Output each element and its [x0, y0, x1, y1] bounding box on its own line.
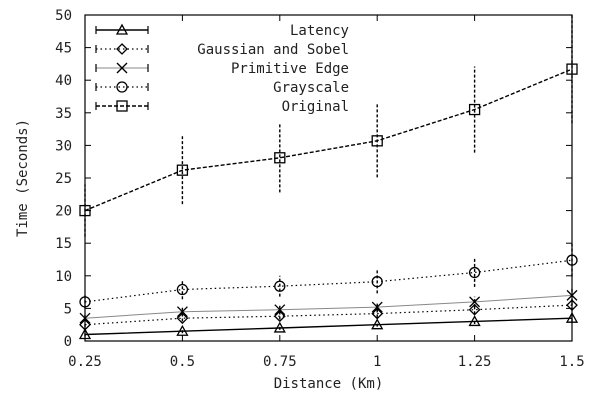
point-marker-original — [468, 103, 481, 116]
series-line-latency — [84, 317, 573, 336]
point-marker-gaussian-and-sobel — [468, 303, 481, 316]
legend: Latency Gaussian and Sobel Primitive Edge G… — [95, 23, 349, 115]
point-marker-gaussian-and-sobel — [273, 310, 286, 323]
series-gaussian-and-sobel — [79, 299, 578, 331]
legend-entry-gaussian-and-sobel: Gaussian and Sobel — [95, 42, 349, 58]
series-line-grayscale — [84, 259, 573, 303]
point-marker-original — [176, 164, 189, 176]
point-marker-gaussian-and-sobel — [566, 299, 578, 312]
point-marker-grayscale — [79, 296, 91, 308]
point-marker-original — [79, 204, 91, 217]
x-tick-label: 1.5 — [559, 354, 584, 370]
x-axis-label: Distance (Km) — [274, 376, 384, 392]
y-tick-label: 10 — [55, 269, 72, 285]
point-marker-original — [274, 152, 286, 164]
y-tick-label: 50 — [55, 8, 72, 24]
legend-marker-original — [116, 100, 128, 112]
point-marker-grayscale — [371, 276, 383, 288]
legend-label: Latency — [290, 23, 349, 39]
legend-marker-primitive-edge — [116, 62, 128, 74]
point-marker-primitive-edge — [79, 312, 91, 324]
legend-entry-grayscale: Grayscale — [95, 80, 349, 96]
point-marker-latency — [371, 318, 384, 330]
legend-label: Grayscale — [273, 80, 349, 96]
y-tick-label: 15 — [55, 236, 72, 252]
point-marker-grayscale — [468, 266, 481, 279]
y-tick-label: 45 — [55, 41, 72, 57]
legend-label: Primitive Edge — [231, 61, 349, 77]
y-tick-label: 5 — [64, 301, 72, 317]
x-axis-ticks: 0.25 0.5 0.75 1 1.25 1.5 — [68, 15, 585, 370]
y-tick-label: 20 — [55, 204, 72, 220]
series-line-gaussian-and-sobel — [84, 304, 573, 326]
point-marker-grayscale — [274, 280, 286, 292]
x-tick-label: 1 — [373, 354, 381, 370]
x-tick-label: 0.25 — [68, 354, 102, 370]
y-tick-label: 0 — [64, 334, 72, 350]
y-tick-label: 40 — [55, 73, 72, 89]
point-marker-primitive-edge — [274, 304, 286, 316]
series-primitive-edge — [79, 288, 578, 324]
legend-label: Original — [282, 99, 349, 115]
point-marker-latency — [468, 315, 481, 327]
point-marker-latency — [565, 311, 579, 323]
point-marker-gaussian-and-sobel — [176, 312, 189, 325]
point-marker-grayscale — [566, 254, 578, 266]
series-line-original — [84, 68, 573, 212]
y-tick-label: 25 — [55, 171, 72, 187]
legend-marker-gaussian-and-sobel — [116, 43, 128, 55]
point-marker-primitive-edge — [371, 301, 383, 313]
x-tick-label: 0.75 — [263, 354, 297, 370]
x-tick-label: 1.25 — [458, 354, 492, 370]
series-grayscale — [79, 243, 578, 309]
y-axis-ticks: 0 5 10 15 20 25 30 35 40 45 50 — [55, 8, 572, 350]
y-tick-label: 35 — [55, 106, 72, 122]
point-marker-gaussian-and-sobel — [371, 307, 384, 320]
point-marker-original — [371, 135, 383, 147]
point-marker-latency — [273, 321, 286, 333]
point-marker-original — [566, 63, 578, 75]
series-line-primitive-edge — [84, 294, 573, 319]
series-layer — [78, 15, 579, 340]
point-marker-primitive-edge — [469, 296, 481, 308]
point-marker-grayscale — [176, 283, 189, 296]
legend-label: Gaussian and Sobel — [197, 42, 349, 58]
legend-marker-grayscale — [116, 81, 128, 93]
y-axis-label: Time (Seconds) — [15, 119, 31, 237]
legend-marker-latency — [115, 23, 129, 35]
x-tick-label: 0.5 — [170, 354, 195, 370]
point-marker-primitive-edge — [566, 289, 578, 301]
point-marker-latency — [78, 328, 92, 340]
series-original — [79, 15, 578, 237]
legend-entry-latency: Latency — [95, 23, 349, 39]
legend-entry-primitive-edge: Primitive Edge — [95, 61, 349, 77]
series-latency — [78, 311, 579, 340]
legend-entry-original: Original — [95, 99, 349, 115]
point-marker-latency — [176, 324, 189, 336]
y-tick-label: 30 — [55, 138, 72, 154]
point-marker-primitive-edge — [176, 306, 188, 318]
point-marker-gaussian-and-sobel — [79, 318, 91, 331]
